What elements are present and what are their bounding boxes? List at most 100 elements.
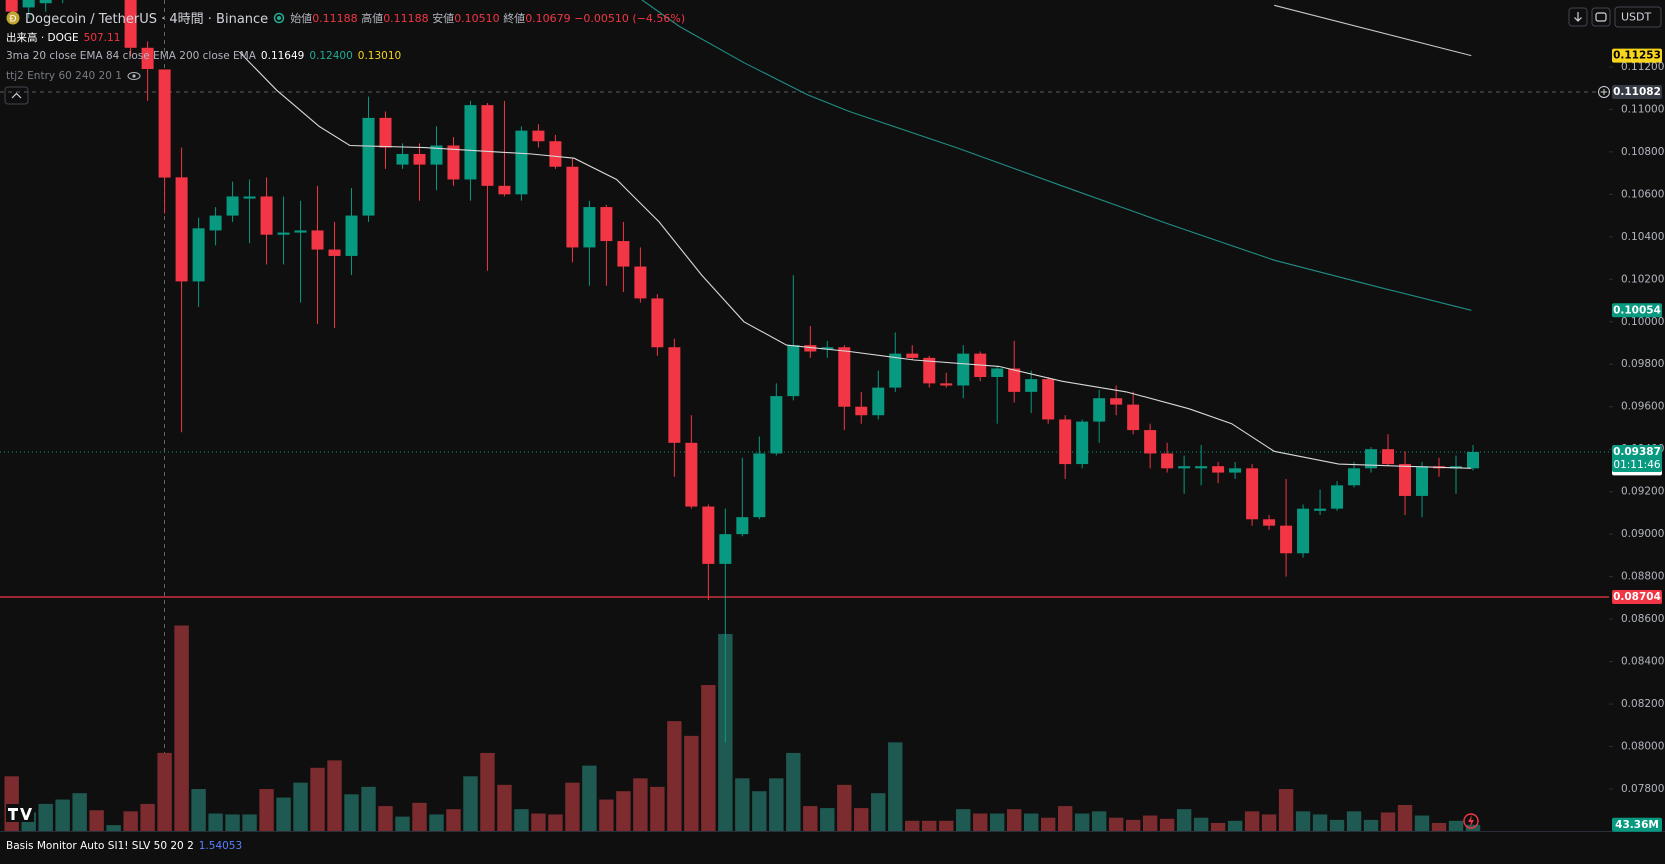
volume-bar [990, 813, 1005, 831]
candle-body [260, 196, 273, 235]
candle-body [940, 383, 953, 386]
volume-bar [1176, 809, 1192, 831]
candle-body [1382, 449, 1395, 465]
level-tag-label: 0.08704 [1613, 591, 1661, 603]
candle-body [209, 215, 222, 231]
volume-bar [4, 776, 19, 831]
volume-bar [1244, 811, 1260, 831]
volume-bar [820, 808, 835, 831]
candle-body [430, 145, 443, 165]
volume-tag [1612, 817, 1662, 832]
candle-body [1093, 398, 1106, 422]
volume-bar [565, 782, 580, 831]
price-axis: 0.07800 0.08000 0.08200 0.08400 0.08600 0.088… [1598, 48, 1664, 832]
candle-body [1280, 525, 1293, 554]
candle-body [1314, 508, 1327, 511]
candle-body [22, 0, 35, 8]
high-label: 高値 [361, 11, 384, 25]
ohlc-readout: 始値0.11188 高値0.11188 安値0.10510 終値0.10679 … [290, 10, 685, 26]
volume-bar [514, 809, 529, 831]
close-value: 0.10679 [525, 11, 571, 25]
candle-body [1008, 368, 1021, 392]
volume-bar [1007, 809, 1022, 831]
indicator-label: 3ma 20 close EMA 84 close EMA 200 close … [6, 50, 256, 62]
volume-bar [1414, 815, 1430, 831]
volume-bar [276, 797, 291, 831]
volume-bar [667, 721, 682, 831]
candle-body [277, 232, 290, 235]
currency-label[interactable]: USDT [1621, 11, 1652, 24]
volume-bar [1346, 811, 1362, 831]
candle-body [396, 153, 409, 165]
volume-bar [548, 814, 563, 831]
volume-bar [140, 803, 155, 831]
volume-bar [803, 806, 818, 831]
volume-bar [1295, 811, 1311, 831]
open-value: 0.11188 [312, 11, 358, 25]
volume-bar [1125, 819, 1141, 831]
candle-body [328, 249, 341, 256]
low-label: 安値 [432, 11, 455, 25]
price-tag [1612, 303, 1662, 318]
alert-icon[interactable] [1463, 813, 1479, 829]
volume-bar [1074, 813, 1090, 831]
ema-line [641, 0, 1472, 311]
price-tag-label: 0.11253 [1613, 50, 1661, 62]
volume-bar [769, 778, 784, 831]
candle-body [668, 347, 681, 443]
footer-value: 1.54053 [198, 840, 243, 852]
price-tag [1612, 48, 1662, 63]
volume-bar [310, 767, 325, 831]
candle-body [1450, 466, 1463, 469]
y-tick-label: 0.08200 [1621, 698, 1664, 710]
volume-bar [293, 782, 308, 831]
candle-body [583, 207, 596, 248]
last-price-tag-label: 0.09387 [1613, 446, 1661, 458]
volume-bar [123, 811, 138, 831]
candle-body [957, 353, 970, 386]
crosshair-tag [1612, 84, 1662, 99]
low-value: 0.10510 [454, 11, 500, 25]
candle-body [872, 387, 885, 416]
volume-bar [684, 735, 699, 831]
y-tick-label: 0.09600 [1621, 401, 1664, 413]
candle-body [243, 196, 256, 199]
candle-body [1059, 419, 1072, 465]
y-tick-label: 0.11000 [1621, 103, 1664, 115]
candle-body [1212, 466, 1225, 473]
collapse-button[interactable] [4, 86, 29, 105]
volume-bar [939, 820, 954, 831]
candle-body [464, 105, 477, 180]
high-value: 0.11188 [383, 11, 429, 25]
candle-body [787, 345, 800, 397]
y-tick-label: 0.08400 [1621, 656, 1664, 668]
candle-body [498, 185, 511, 195]
y-tick-label: 0.09000 [1621, 528, 1664, 540]
toolbar-buttons[interactable]: USDT [1568, 6, 1662, 28]
indicator2-legend: ttj2 Entry 60 240 20 1 [6, 70, 141, 82]
candle-body [5, 0, 18, 12]
volume-bar [38, 803, 53, 831]
candle-body [1297, 508, 1310, 554]
volume-bar [599, 799, 614, 831]
candle-body [1144, 430, 1157, 454]
volume-bar [55, 799, 70, 831]
volume-bar [1329, 819, 1345, 831]
candle-body [753, 453, 766, 518]
candle-body [736, 517, 749, 535]
candle-body [1127, 404, 1140, 431]
eye-icon[interactable] [127, 71, 141, 81]
candle-body [1399, 464, 1412, 496]
symbol-title[interactable]: Dogecoin / TetherUS · 4時間 · Binance [25, 12, 269, 27]
footer-indicator: Basis Monitor Auto SI1! SLV 50 20 2 1.54… [6, 840, 242, 852]
volume-bar [157, 752, 172, 831]
volume-bar [463, 776, 478, 831]
volume-bar [395, 816, 410, 831]
candle-body [634, 266, 647, 299]
volume-value: 507.11 M [83, 31, 133, 44]
volume-bar [1448, 820, 1464, 831]
volume-bar [582, 765, 597, 831]
